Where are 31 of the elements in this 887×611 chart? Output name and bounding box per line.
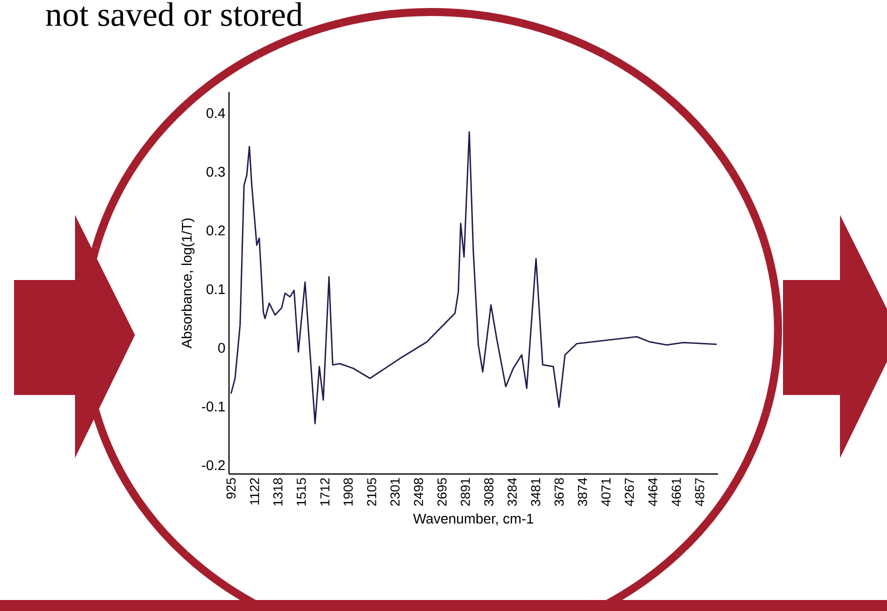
y-tick-label: 0.1 — [206, 284, 225, 294]
x-tick-label: 2105 — [367, 478, 376, 506]
x-tick-label: 4464 — [648, 478, 658, 506]
x-tick-label: 2891 — [460, 478, 470, 506]
x-tick-label: 3088 — [484, 478, 494, 506]
x-tick-label: 4661 — [672, 478, 681, 506]
x-tick-label: 925 — [226, 478, 236, 499]
x-tick-label: 4857 — [695, 478, 704, 506]
y-tick-label: -0.2 — [202, 460, 225, 470]
text: not saved or stored — [46, 2, 303, 26]
x-tick-label: 3481 — [531, 478, 540, 506]
y-tick-label: 0 — [218, 342, 225, 353]
x-tick-label: 3874 — [578, 478, 588, 506]
y-tick-label: -0.1 — [202, 402, 225, 412]
x-tick-label: 4071 — [601, 478, 611, 506]
y-tick-label: 0.3 — [206, 166, 225, 177]
x-tick-label: 2498 — [414, 478, 424, 506]
y-tick-label: 0.4 — [206, 108, 226, 118]
x-tick-label: 1318 — [273, 478, 282, 506]
x-tick-label: 1515 — [296, 478, 306, 506]
x-tick-label: 2695 — [437, 478, 447, 506]
x-tick-label: 4267 — [624, 478, 634, 506]
x-tick-label: 3678 — [554, 478, 564, 506]
y-axis-title: Absorbance, log(1/T) — [181, 218, 194, 348]
x-tick-label: 1908 — [344, 478, 353, 506]
x-tick-label: 3284 — [508, 478, 517, 506]
y-tick-label: 0.2 — [206, 226, 225, 236]
x-tick-label: 1122 — [250, 478, 260, 504]
x-axis-title: Wavenumber, cm-1 — [413, 513, 534, 526]
x-tick-label: 1712 — [320, 478, 330, 506]
x-tick-label: 2301 — [390, 478, 400, 506]
